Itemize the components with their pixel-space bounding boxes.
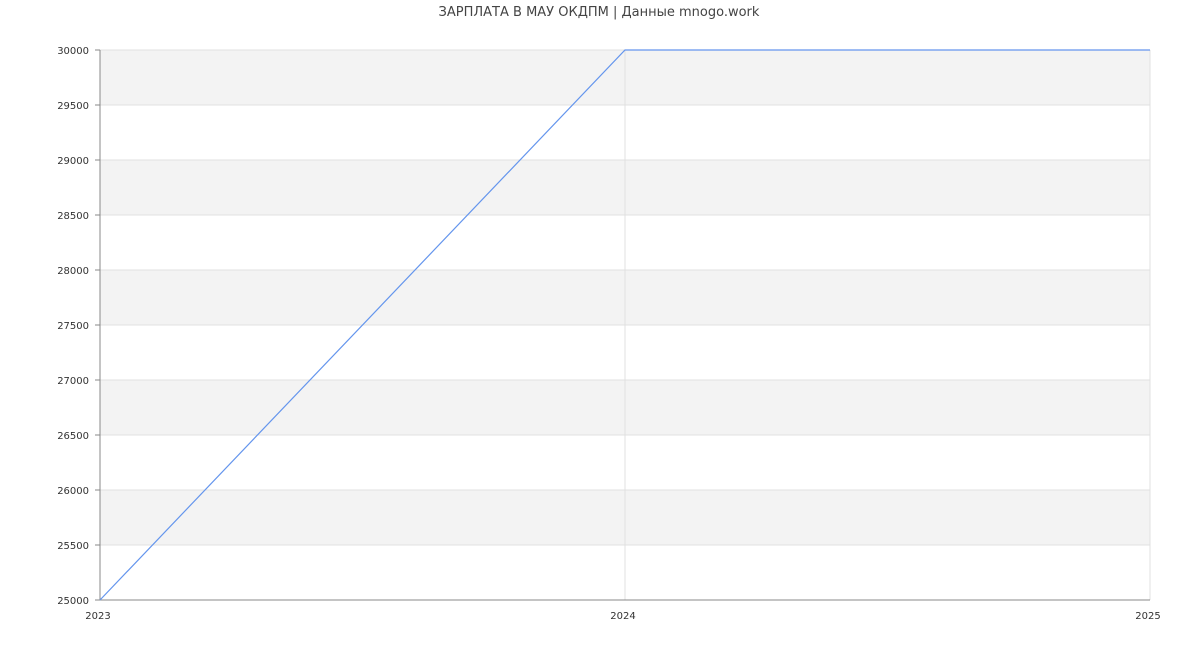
- y-tick-label: 25000: [57, 596, 89, 607]
- y-tick-label: 26000: [57, 486, 89, 497]
- y-tick-label: 29000: [57, 156, 89, 167]
- y-tick-label: 25500: [57, 541, 89, 552]
- y-tick-label: 29500: [57, 101, 89, 112]
- y-tick-label: 28000: [57, 266, 89, 277]
- x-tick-label: 2023: [85, 611, 110, 622]
- x-tick-label: 2024: [610, 611, 635, 622]
- y-tick-label: 30000: [57, 46, 89, 57]
- y-tick-label: 27500: [57, 321, 89, 332]
- y-tick-label: 28500: [57, 211, 89, 222]
- chart-title: ЗАРПЛАТА В МАУ ОКДПМ | Данные mnogo.work: [439, 5, 760, 20]
- y-tick-label: 26500: [57, 431, 89, 442]
- x-tick-label: 2025: [1135, 611, 1160, 622]
- y-tick-label: 27000: [57, 376, 89, 387]
